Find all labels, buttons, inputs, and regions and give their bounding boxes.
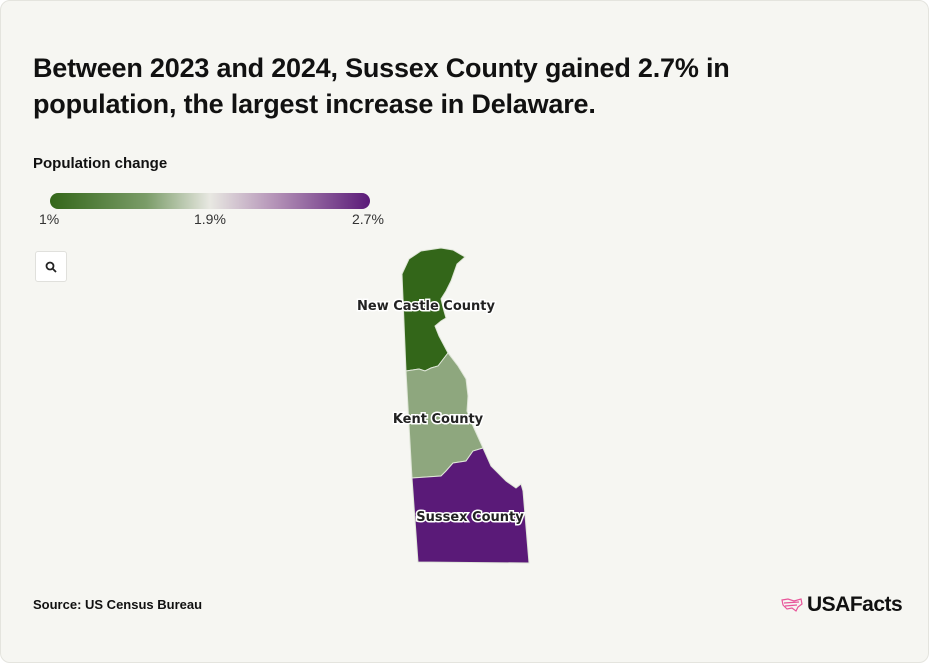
region-sussex-county[interactable] — [411, 447, 530, 564]
legend-color-scale — [50, 193, 370, 209]
region-label-new-castle: New Castle County — [357, 299, 495, 314]
chart-title: Between 2023 and 2024, Sussex County gai… — [33, 53, 730, 119]
legend-tick-min: 1% — [39, 211, 60, 227]
region-label-sussex: Sussex County — [416, 510, 524, 525]
search-icon — [45, 261, 57, 273]
legend-title: Population change — [33, 155, 168, 172]
legend-tick-max: 2.7% — [352, 211, 384, 227]
zoom-button[interactable] — [35, 251, 67, 282]
source-note: Source: US Census Bureau — [33, 597, 203, 612]
region-label-kent: Kent County — [393, 412, 484, 427]
us-map-logo-icon — [781, 598, 803, 612]
legend-tick-mid: 1.9% — [194, 211, 226, 227]
usafacts-logo[interactable]: USAFacts — [781, 593, 903, 617]
brand-name: USAFacts — [807, 593, 903, 616]
